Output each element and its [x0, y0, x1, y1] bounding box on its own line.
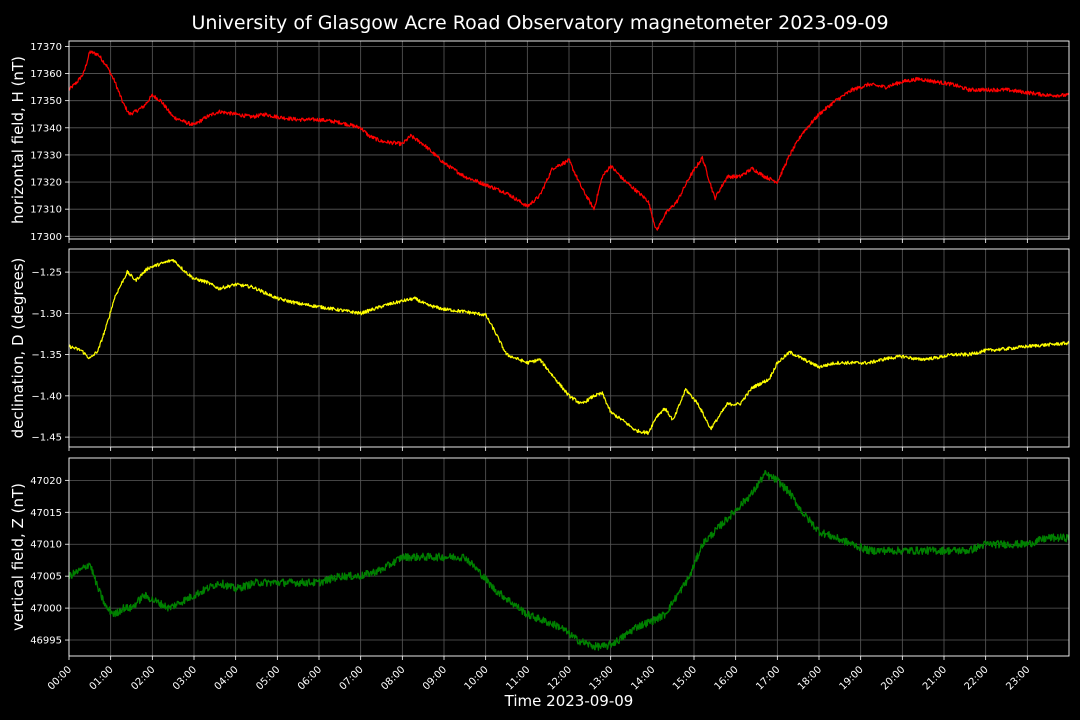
x-tick-label: 03:00 — [171, 664, 199, 692]
x-tick-label: 11:00 — [504, 664, 532, 692]
y-tick-label: 47015 — [30, 508, 62, 519]
series-line-Z — [68, 469, 1070, 651]
y-tick-label: 17310 — [30, 205, 62, 216]
x-tick-label: 09:00 — [421, 664, 449, 692]
y-tick-label: 17370 — [30, 42, 62, 53]
x-tick-label: 20:00 — [879, 664, 907, 692]
axes-frame — [68, 457, 1070, 657]
panel-D: −1.45 −1.40 −1.35 −1.30 −1.25 declination, D … — [9, 248, 1070, 451]
y-tick-label: 17300 — [30, 232, 62, 243]
y-tick-label: −1.30 — [31, 309, 62, 320]
x-tick-label: 18:00 — [796, 664, 824, 692]
y-tick-label: 17360 — [30, 69, 62, 80]
x-tick-label: 21:00 — [921, 664, 949, 692]
y-tick-label: 17330 — [30, 150, 62, 161]
x-tick-label: 22:00 — [963, 664, 991, 692]
series-line-D — [68, 259, 1070, 436]
x-tick-label: 19:00 — [838, 664, 866, 692]
chart-title: University of Glasgow Acre Road Observat… — [191, 12, 888, 34]
panel-H: 17300 17310 17320 17330 17340 17350 17360 17370… — [9, 40, 1070, 243]
axes-frame — [68, 40, 1070, 240]
x-tick-label: 23:00 — [1004, 664, 1032, 692]
x-tick-label: 07:00 — [338, 664, 366, 692]
y-tick-label: −1.25 — [31, 268, 62, 279]
panels: 17300 17310 17320 17330 17340 17350 17360 17370… — [9, 40, 1070, 693]
x-tick-label: 08:00 — [379, 664, 407, 692]
y-axis-label: horizontal field, H (nT) — [9, 56, 27, 224]
y-tick-label: 47005 — [30, 572, 62, 583]
x-tick-label: 12:00 — [546, 664, 574, 692]
y-tick-label: 17320 — [30, 178, 62, 189]
x-tick-label: 13:00 — [588, 664, 616, 692]
y-tick-label: 46995 — [30, 636, 62, 647]
x-tick-label: 00:00 — [46, 664, 74, 692]
y-tick-label: −1.45 — [31, 433, 62, 444]
y-tick-label: −1.40 — [31, 391, 62, 402]
y-tick-label: 47010 — [30, 540, 62, 551]
x-tick-label: 17:00 — [754, 664, 782, 692]
x-tick-label: 10:00 — [463, 664, 491, 692]
x-tick-label: 06:00 — [296, 664, 324, 692]
x-axis-label: Time 2023-09-09 — [504, 692, 634, 710]
x-tick-label: 01:00 — [88, 664, 116, 692]
axes-frame — [68, 248, 1070, 448]
x-tick-label: 15:00 — [671, 664, 699, 692]
y-tick-label: 47000 — [30, 604, 62, 615]
y-tick-label: 47020 — [30, 476, 62, 487]
y-axis-label: declination, D (degrees) — [9, 258, 27, 439]
y-tick-label: −1.35 — [31, 350, 62, 361]
x-tick-label: 14:00 — [629, 664, 657, 692]
x-tick-label: 05:00 — [254, 664, 282, 692]
series-line-H — [68, 50, 1070, 231]
y-axis-label: vertical field, Z (nT) — [9, 483, 27, 631]
y-tick-label: 17350 — [30, 96, 62, 107]
y-tick-label: 17340 — [30, 123, 62, 134]
x-tick-label: 16:00 — [713, 664, 741, 692]
x-tick-label: 02:00 — [129, 664, 157, 692]
x-tick-label: 04:00 — [213, 664, 241, 692]
